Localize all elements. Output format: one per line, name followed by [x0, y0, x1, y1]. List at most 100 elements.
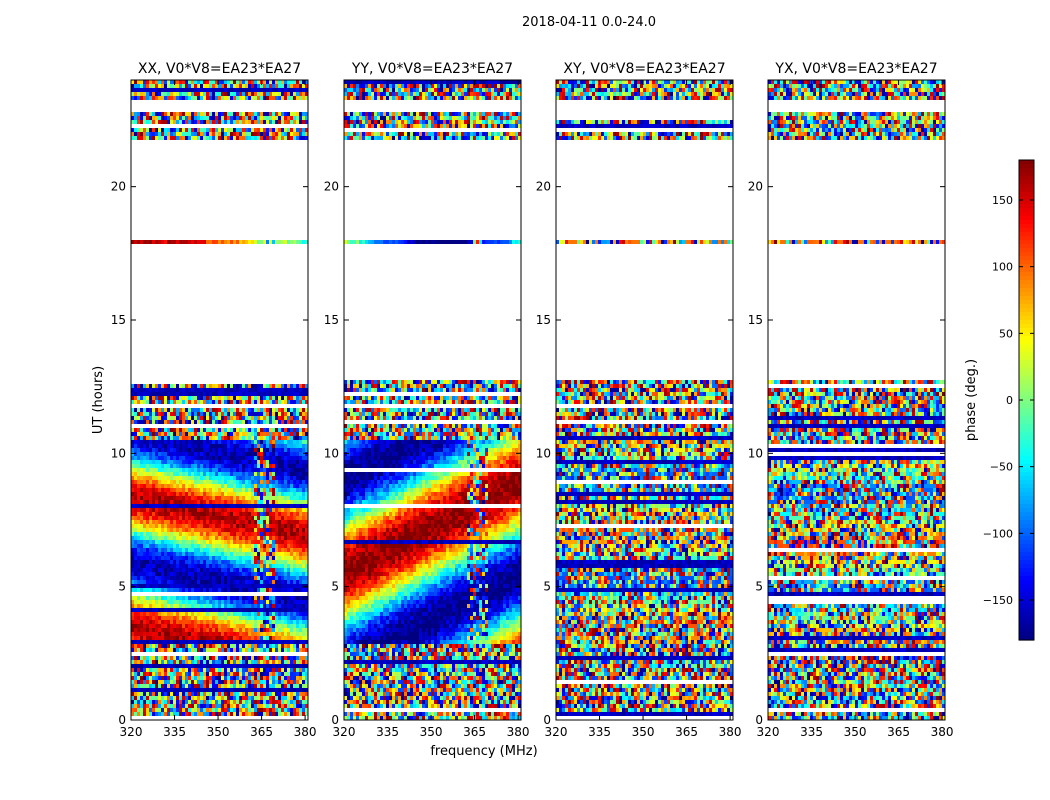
- colorbar-segment: [1019, 448, 1034, 453]
- colorbar-segment: [1019, 276, 1034, 281]
- x-tick-label: 365: [463, 725, 486, 739]
- colorbar-segment: [1019, 336, 1034, 341]
- x-tick-label: 365: [250, 725, 273, 739]
- colorbar-segment: [1019, 412, 1034, 417]
- figure-title: 2018-04-11 0.0-24.0: [522, 15, 656, 30]
- colorbar-segment: [1019, 232, 1034, 237]
- y-axis-label: UT (hours): [91, 366, 106, 434]
- colorbar-segment: [1019, 320, 1034, 325]
- colorbar-segment: [1019, 452, 1034, 457]
- x-tick-label: 380: [507, 725, 530, 739]
- colorbar-segment: [1019, 216, 1034, 221]
- colorbar-segment: [1019, 440, 1034, 445]
- colorbar-label: phase (deg.): [964, 359, 979, 441]
- panels: XX, V0*V8=EA23*EA27 320 335 350 365 380 0 5 10 15…: [111, 61, 954, 739]
- x-tick-label: 335: [376, 725, 399, 739]
- phase-heatmap: [344, 80, 521, 720]
- colorbar-segment: [1019, 344, 1034, 349]
- y-tick-label: 15: [536, 313, 551, 327]
- colorbar-segment: [1019, 160, 1034, 165]
- colorbar-segment: [1019, 284, 1034, 289]
- colorbar-tick-label: 0: [1006, 394, 1013, 407]
- panel-frame: [555, 79, 734, 721]
- panel-yx: YX, V0*V8=EA23*EA27 320 335 350 365 380 0 5 10 15…: [748, 61, 954, 739]
- x-tick-label: 365: [887, 725, 910, 739]
- colorbar-segment: [1019, 188, 1034, 193]
- y-tick-label: 15: [324, 313, 339, 327]
- panel-frame: [343, 79, 522, 721]
- colorbar-segment: [1019, 264, 1034, 269]
- colorbar-segment: [1019, 444, 1034, 449]
- colorbar-segment: [1019, 392, 1034, 397]
- colorbar-segment: [1019, 380, 1034, 385]
- colorbar-segment: [1019, 212, 1034, 217]
- colorbar-segment: [1019, 268, 1034, 273]
- colorbar-segment: [1019, 292, 1034, 297]
- colorbar-segment: [1019, 416, 1034, 421]
- colorbar-segment: [1019, 192, 1034, 197]
- y-tick-label: 0: [118, 713, 126, 727]
- colorbar-segment: [1019, 356, 1034, 361]
- colorbar-tick-label: −100: [983, 527, 1013, 540]
- colorbar-segment: [1019, 200, 1034, 205]
- panel-frame: [767, 79, 946, 721]
- colorbar-segment: [1019, 616, 1034, 621]
- colorbar-segment: [1019, 496, 1034, 501]
- colorbar-segment: [1019, 420, 1034, 425]
- colorbar-segment: [1019, 288, 1034, 293]
- colorbar-segment: [1019, 624, 1034, 629]
- colorbar-segment: [1019, 228, 1034, 233]
- phase-heatmap: [131, 80, 308, 720]
- colorbar-segment: [1019, 360, 1034, 365]
- y-tick-label: 20: [536, 180, 551, 194]
- x-tick-label: 350: [420, 725, 443, 739]
- colorbar-segment: [1019, 180, 1034, 185]
- colorbar-segment: [1019, 540, 1034, 545]
- panel-title: YY, V0*V8=EA23*EA27: [351, 61, 513, 77]
- colorbar-segment: [1019, 208, 1034, 213]
- colorbar-segment: [1019, 632, 1034, 637]
- colorbar-segment: [1019, 172, 1034, 177]
- x-tick-label: 335: [588, 725, 611, 739]
- x-tick-label: 365: [675, 725, 698, 739]
- y-tick-label: 15: [111, 313, 126, 327]
- colorbar-segment: [1019, 164, 1034, 169]
- y-tick-label: 20: [324, 180, 339, 194]
- x-tick-label: 350: [207, 725, 230, 739]
- x-tick-label: 380: [719, 725, 742, 739]
- panel-title: YX, V0*V8=EA23*EA27: [774, 61, 937, 77]
- x-tick-label: 350: [632, 725, 655, 739]
- colorbar-segment: [1019, 536, 1034, 541]
- colorbar-segment: [1019, 544, 1034, 549]
- colorbar-segment: [1019, 592, 1034, 597]
- colorbar-segment: [1019, 584, 1034, 589]
- colorbar-segment: [1019, 408, 1034, 413]
- colorbar-segment: [1019, 168, 1034, 173]
- colorbar-segment: [1019, 304, 1034, 309]
- panel-yy: YY, V0*V8=EA23*EA27 320 335 350 365 380 0 5 10 15…: [324, 61, 530, 739]
- y-tick-label: 10: [111, 446, 126, 460]
- x-tick-label: 320: [545, 725, 568, 739]
- colorbar-segment: [1019, 556, 1034, 561]
- x-tick-label: 335: [163, 725, 186, 739]
- colorbar-segment: [1019, 636, 1034, 641]
- colorbar-segment: [1019, 620, 1034, 625]
- x-axis-label: frequency (MHz): [430, 744, 537, 759]
- y-tick-label: 10: [324, 446, 339, 460]
- x-tick-label: 380: [931, 725, 954, 739]
- colorbar-segment: [1019, 424, 1034, 429]
- colorbar-segment: [1019, 560, 1034, 565]
- colorbar-segment: [1019, 372, 1034, 377]
- colorbar-segment: [1019, 564, 1034, 569]
- x-tick-label: 320: [120, 725, 143, 739]
- colorbar-segment: [1019, 224, 1034, 229]
- colorbar-segment: [1019, 388, 1034, 393]
- panel-xy: XY, V0*V8=EA23*EA27 320 335 350 365 380 0 5 10 15…: [536, 61, 742, 739]
- y-tick-label: 5: [543, 580, 551, 594]
- y-tick-label: 0: [331, 713, 339, 727]
- panel-title: XY, V0*V8=EA23*EA27: [563, 61, 725, 77]
- colorbar-segment: [1019, 400, 1034, 405]
- colorbar-segment: [1019, 308, 1034, 313]
- colorbar-segment: [1019, 432, 1034, 437]
